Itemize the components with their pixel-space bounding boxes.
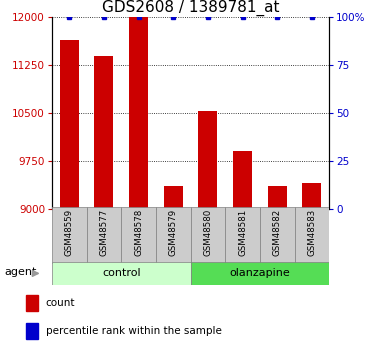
Bar [295, 207, 329, 264]
Text: count: count [45, 298, 75, 308]
Bar [26, 323, 38, 339]
Bar [60, 40, 79, 209]
Title: GDS2608 / 1389781_at: GDS2608 / 1389781_at [102, 0, 280, 16]
Text: GSM48580: GSM48580 [203, 209, 213, 256]
Text: GSM48559: GSM48559 [65, 209, 74, 256]
Text: olanzapine: olanzapine [229, 268, 290, 278]
Text: GSM48581: GSM48581 [238, 209, 247, 256]
Bar [225, 207, 260, 264]
Bar [26, 295, 38, 311]
Bar [268, 186, 287, 209]
Bar [94, 56, 114, 209]
Bar [302, 183, 321, 209]
Text: GSM48579: GSM48579 [169, 209, 178, 256]
Bar [121, 207, 156, 264]
Bar [191, 207, 225, 264]
Bar [233, 151, 252, 209]
Text: GSM48577: GSM48577 [99, 209, 109, 256]
Text: GSM48582: GSM48582 [273, 209, 282, 256]
Bar [87, 207, 121, 264]
Bar [164, 186, 183, 209]
Text: control: control [102, 268, 141, 278]
Bar [52, 207, 87, 264]
Text: agent: agent [4, 267, 37, 277]
Bar [191, 262, 329, 285]
Bar [129, 17, 148, 209]
Text: percentile rank within the sample: percentile rank within the sample [45, 326, 221, 336]
Bar [52, 262, 191, 285]
Bar [260, 207, 295, 264]
Text: GSM48578: GSM48578 [134, 209, 143, 256]
Bar [198, 111, 218, 209]
Bar [156, 207, 191, 264]
Text: GSM48583: GSM48583 [307, 209, 316, 256]
